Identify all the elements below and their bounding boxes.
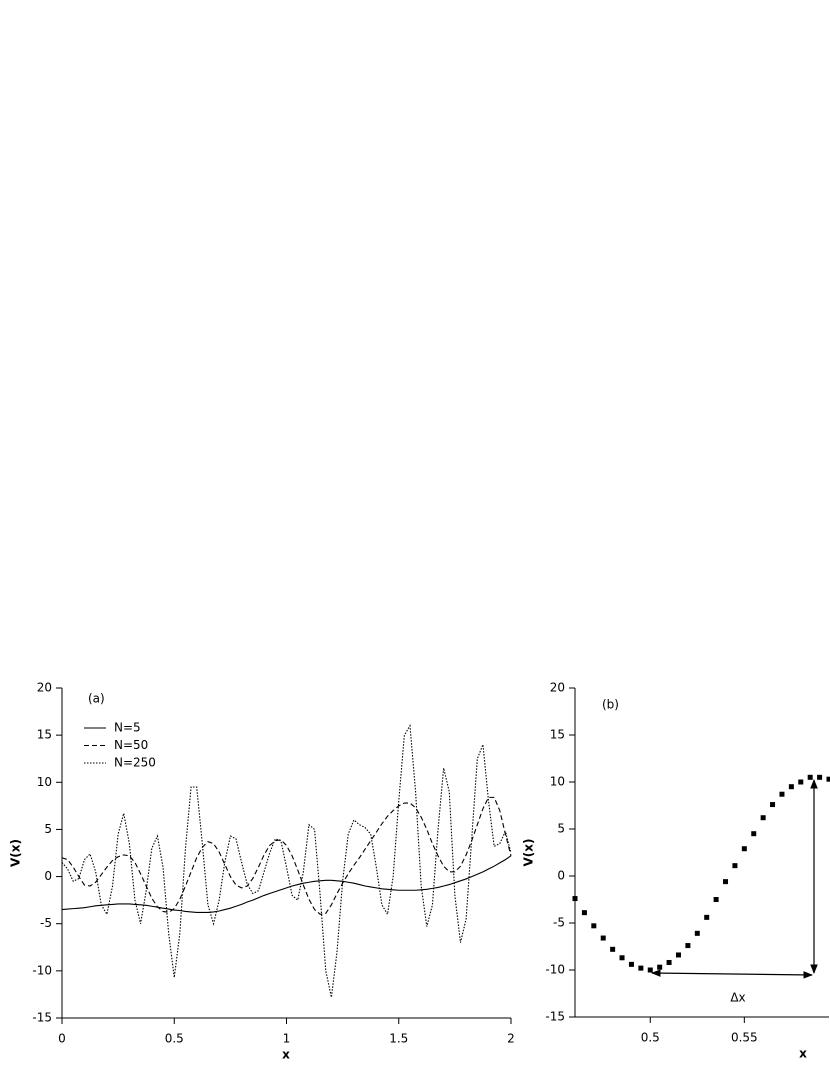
arrow-label: Δx xyxy=(730,991,745,1005)
y-tick-label: -5 xyxy=(553,916,565,930)
y-tick-label: 0 xyxy=(557,869,565,883)
y-tick-label: -15 xyxy=(32,1011,52,1025)
panel-label: (a) xyxy=(88,692,105,706)
x-tick-label: 0 xyxy=(58,1032,66,1046)
y-axis-title: V(x) xyxy=(522,839,536,867)
y-tick-label: 10 xyxy=(37,775,52,789)
x-axis-title: x xyxy=(282,1048,290,1062)
x-axis-title: x xyxy=(799,1047,807,1061)
delta-x-arrow xyxy=(651,969,813,979)
y-tick-label: -15 xyxy=(545,1010,565,1024)
x-tick-label: 1 xyxy=(283,1032,291,1046)
scatter-point xyxy=(619,955,625,961)
y-tick-label: 15 xyxy=(550,728,565,742)
scatter-point xyxy=(581,910,587,916)
scatter-point xyxy=(770,802,776,808)
scatter-point xyxy=(675,952,681,958)
y-tick-label: 15 xyxy=(37,728,52,742)
x-tick-label: 1.5 xyxy=(389,1032,408,1046)
scatter-point xyxy=(694,930,700,936)
y-tick-label: 0 xyxy=(44,869,52,883)
y-tick-label: -10 xyxy=(545,963,565,977)
legend-label: N=250 xyxy=(114,756,156,770)
y-tick-label: 5 xyxy=(557,822,565,836)
scatter-point xyxy=(638,965,644,971)
series-line xyxy=(61,796,512,915)
x-tick-label: 0.55 xyxy=(731,1031,758,1045)
legend-label: N=50 xyxy=(114,738,148,752)
y-tick-label: -5 xyxy=(40,916,52,930)
scatter-point xyxy=(647,967,653,973)
y-axis-title: V(x) xyxy=(9,839,23,867)
scatter-point xyxy=(817,774,823,780)
x-tick-label: 0.5 xyxy=(165,1032,184,1046)
scatter-point xyxy=(798,779,804,785)
scatter-point xyxy=(723,879,729,885)
scatter-point xyxy=(760,815,766,821)
x-tick-label: 0.5 xyxy=(641,1031,660,1045)
scatter-point xyxy=(779,791,785,797)
legend-label: N=5 xyxy=(114,721,141,735)
scatter-point xyxy=(826,776,830,782)
scatter-point xyxy=(788,784,794,790)
y-tick-label: -10 xyxy=(32,963,52,977)
scatter-point xyxy=(807,774,813,780)
scatter-point xyxy=(572,896,578,902)
scatter-point xyxy=(713,897,719,902)
y-tick-label: 20 xyxy=(37,681,52,695)
scatter-point xyxy=(704,914,710,920)
scatter-point xyxy=(685,943,691,949)
panel-label: (b) xyxy=(602,698,619,712)
scatter-point xyxy=(657,964,663,970)
y-tick-label: 5 xyxy=(44,822,52,836)
scatter-point xyxy=(600,935,606,941)
scatter-point xyxy=(591,923,597,929)
scatter-point xyxy=(666,959,672,965)
scatter-point xyxy=(741,846,747,852)
scatter-point xyxy=(751,831,757,837)
series-line xyxy=(61,855,512,913)
x-tick-label: 2 xyxy=(507,1032,515,1046)
y-tick-label: 20 xyxy=(550,681,565,695)
scatter-point xyxy=(610,946,616,952)
y-tick-label: 10 xyxy=(550,775,565,789)
scatter-point xyxy=(628,961,634,967)
scatter-point xyxy=(732,863,738,869)
